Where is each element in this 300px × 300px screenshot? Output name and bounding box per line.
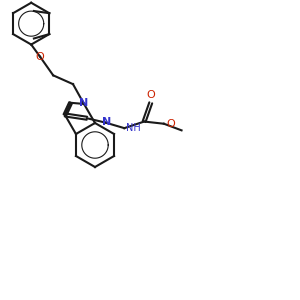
Text: O: O [36, 52, 44, 61]
Text: N: N [80, 98, 88, 108]
Text: O: O [146, 90, 155, 100]
Text: N: N [102, 117, 111, 127]
Text: NH: NH [126, 123, 141, 133]
Text: O: O [166, 119, 175, 129]
